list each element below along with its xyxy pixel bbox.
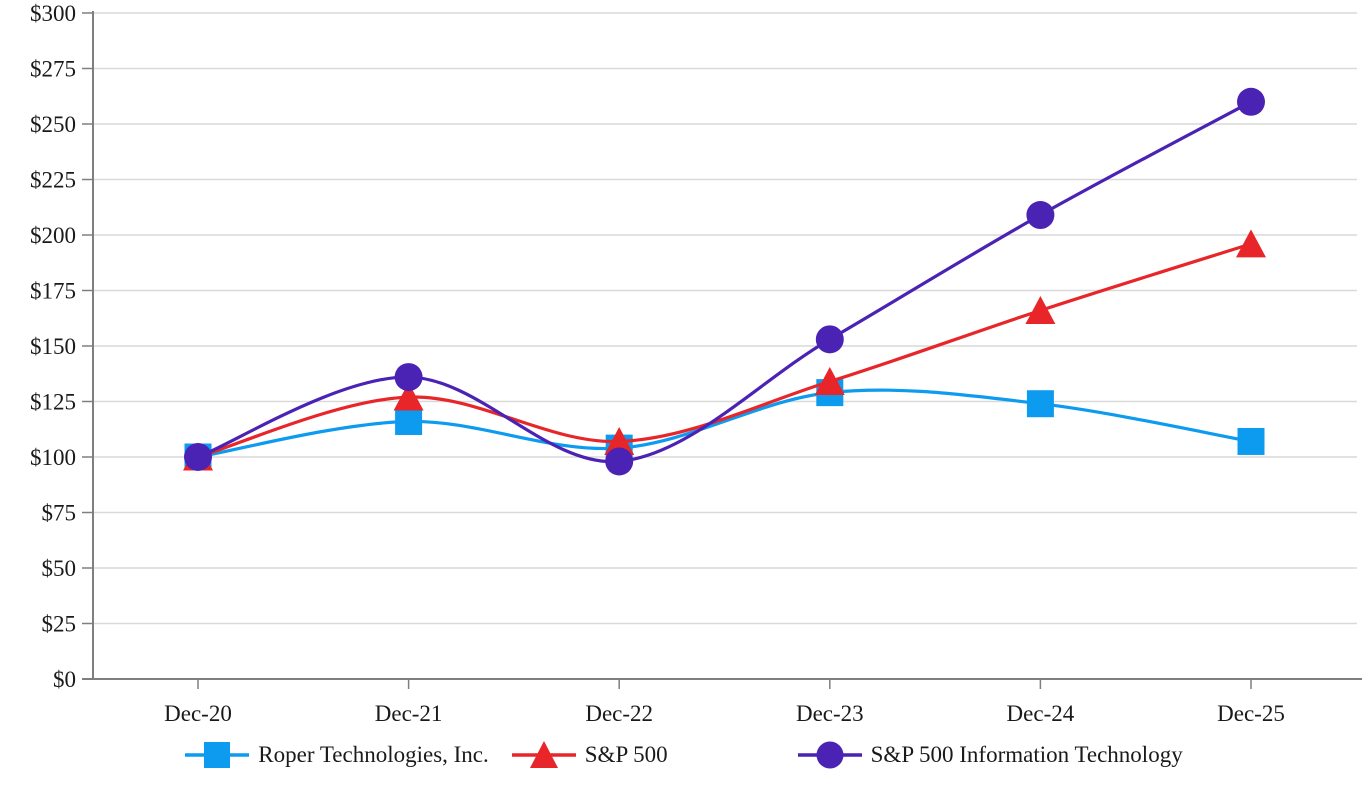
legend-marker-circle-icon <box>797 739 862 771</box>
svg-text:$125: $125 <box>30 390 76 415</box>
svg-text:Dec-23: Dec-23 <box>796 701 864 726</box>
svg-text:Dec-22: Dec-22 <box>585 701 653 726</box>
svg-text:$275: $275 <box>30 57 76 82</box>
legend-marker-triangle-icon <box>511 739 576 771</box>
svg-text:$250: $250 <box>30 112 76 137</box>
svg-text:Dec-25: Dec-25 <box>1217 701 1285 726</box>
legend-marker-square-icon <box>185 739 250 771</box>
chart-legend: Roper Technologies, Inc. S&P 500 S&P 500… <box>0 730 1368 786</box>
svg-text:$75: $75 <box>42 501 77 526</box>
legend-item-roper: Roper Technologies, Inc. <box>185 739 489 771</box>
svg-text:$225: $225 <box>30 168 76 193</box>
svg-text:Dec-21: Dec-21 <box>375 701 443 726</box>
svg-text:Dec-24: Dec-24 <box>1007 701 1075 726</box>
svg-text:$200: $200 <box>30 223 76 248</box>
legend-item-sp500: S&P 500 <box>511 739 668 771</box>
svg-text:$0: $0 <box>53 667 76 692</box>
legend-label-sp500: S&P 500 <box>584 742 668 767</box>
svg-text:Dec-20: Dec-20 <box>164 701 232 726</box>
svg-text:$150: $150 <box>30 334 76 359</box>
svg-text:$300: $300 <box>30 1 76 26</box>
svg-text:$175: $175 <box>30 279 76 304</box>
legend-item-sp500-it: S&P 500 Information Technology <box>797 739 1183 771</box>
svg-text:$25: $25 <box>42 612 77 637</box>
svg-text:$50: $50 <box>42 556 77 581</box>
legend-label-sp500-it: S&P 500 Information Technology <box>870 742 1183 767</box>
chart-plot-area: $0 $25 $50 $75 $100 $125 $150 $175 $200 $225 $250 $… <box>30 1 1362 726</box>
legend-label-roper: Roper Technologies, Inc. <box>258 742 489 767</box>
svg-text:$100: $100 <box>30 445 76 470</box>
